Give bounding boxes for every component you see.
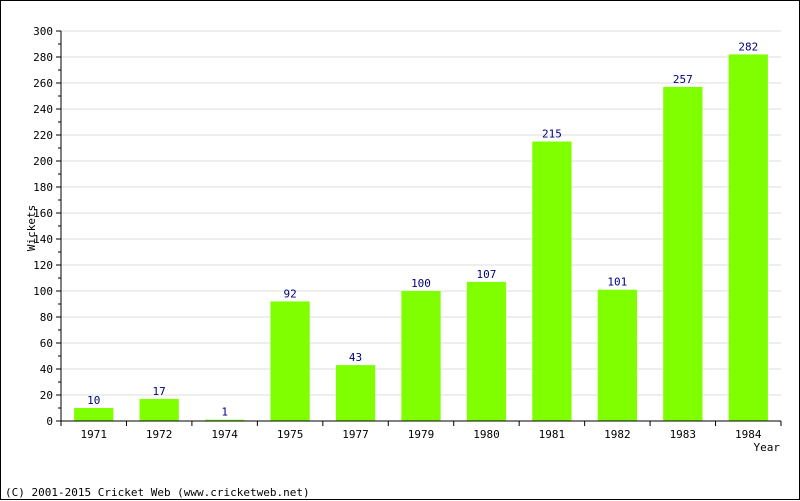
y-tick-label: 0 xyxy=(46,415,53,428)
y-tick-label: 60 xyxy=(40,337,53,350)
value-label-1975: 92 xyxy=(283,287,296,300)
y-tick-label: 40 xyxy=(40,363,53,376)
x-tick-label-1984: 1984 xyxy=(735,428,762,441)
x-axis-title: Year xyxy=(754,441,781,454)
bars xyxy=(74,54,768,422)
bar-1980 xyxy=(466,281,507,421)
x-tick-label-1974: 1974 xyxy=(211,428,238,441)
value-label-1979: 100 xyxy=(411,277,431,290)
y-tick-label: 240 xyxy=(33,103,53,116)
bar-1971 xyxy=(74,408,114,421)
value-label-1983: 257 xyxy=(673,73,693,86)
y-tick-label: 140 xyxy=(33,233,53,246)
bar-1984 xyxy=(728,54,768,422)
axes xyxy=(56,30,782,426)
bar-1977 xyxy=(335,365,376,421)
x-tick-label-1971: 1971 xyxy=(80,428,107,441)
bar-1975 xyxy=(270,301,310,421)
y-tick-label: 100 xyxy=(33,285,53,298)
value-label-1977: 43 xyxy=(349,351,362,364)
y-tick-label: 180 xyxy=(33,181,53,194)
value-label-1981: 215 xyxy=(542,128,562,141)
y-tick-label: 120 xyxy=(33,259,53,272)
y-tick-label: 160 xyxy=(33,207,53,220)
value-label-1974: 1 xyxy=(221,406,228,419)
y-tick-label: 200 xyxy=(33,155,53,168)
labels: 0 20 40 60 80 100 120 140 160 180 200 220 240 260 280 3… xyxy=(33,25,762,441)
y-tick-label: 280 xyxy=(33,51,53,64)
y-tick-label: 300 xyxy=(33,25,53,38)
x-tick-label-1980: 1980 xyxy=(473,428,500,441)
value-label-1971: 10 xyxy=(87,394,100,407)
value-label-1982: 101 xyxy=(607,276,627,289)
value-label-1972: 17 xyxy=(153,385,166,398)
y-tick-label: 80 xyxy=(40,311,53,324)
x-tick-label-1975: 1975 xyxy=(277,428,304,441)
bar-1972 xyxy=(139,398,179,421)
y-tick-label: 20 xyxy=(40,389,53,402)
bar-1981 xyxy=(532,141,572,421)
x-tick-label-1979: 1979 xyxy=(408,428,435,441)
value-label-1984: 282 xyxy=(738,40,758,53)
bar-1982 xyxy=(597,289,637,421)
y-tick-label: 260 xyxy=(33,77,53,90)
bar-1974 xyxy=(205,419,245,421)
x-tick-label-1983: 1983 xyxy=(670,428,697,441)
bar-1979 xyxy=(401,291,441,421)
y-axis-title: Wickets xyxy=(25,205,38,251)
value-label-1980: 107 xyxy=(477,268,497,281)
copyright-text: (C) 2001-2015 Cricket Web (www.cricketwe… xyxy=(5,486,310,499)
x-tick-label-1977: 1977 xyxy=(342,428,369,441)
bar-1983 xyxy=(663,86,703,422)
x-tick-label-1981: 1981 xyxy=(539,428,566,441)
y-tick-label: 220 xyxy=(33,129,53,142)
x-tick-label-1982: 1982 xyxy=(604,428,631,441)
x-tick-label-1972: 1972 xyxy=(146,428,173,441)
